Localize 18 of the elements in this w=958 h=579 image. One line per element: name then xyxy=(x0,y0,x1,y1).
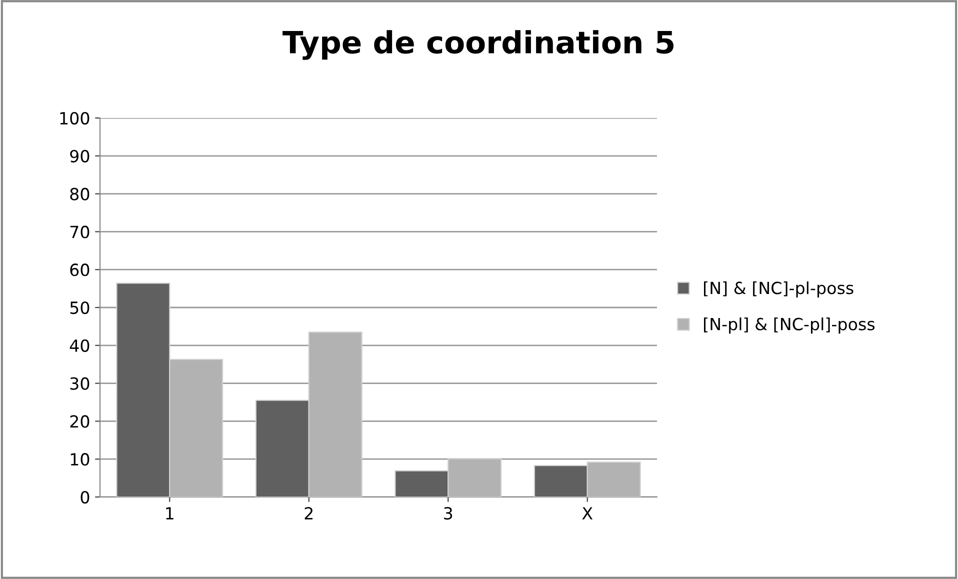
y-tick-label: 30 xyxy=(70,377,90,390)
y-tick-label: 60 xyxy=(70,264,90,276)
x-tick-label: 3 xyxy=(444,507,452,520)
y-tick-label: 10 xyxy=(70,453,90,466)
y-tick-label: 50 xyxy=(70,301,90,314)
y-tick-label: 0 xyxy=(80,490,90,504)
y-tick-label: 40 xyxy=(70,339,90,352)
legend-label: [N] & [NC]-pl-poss xyxy=(704,281,854,298)
x-tick-label: X xyxy=(582,507,593,520)
y-tick-label: 70 xyxy=(70,226,90,238)
y-tick-label: 80 xyxy=(70,188,90,200)
x-tick-label: 2 xyxy=(304,507,313,520)
legend-label: [N-pl] & [NC-pl]-poss xyxy=(704,318,875,334)
chart-title: Type de coordination 5 xyxy=(282,30,674,60)
y-tick-label: 100 xyxy=(60,112,90,125)
y-tick-label: 20 xyxy=(70,415,90,428)
y-tick-label: 90 xyxy=(70,150,90,162)
x-tick-label: 1 xyxy=(166,507,174,520)
